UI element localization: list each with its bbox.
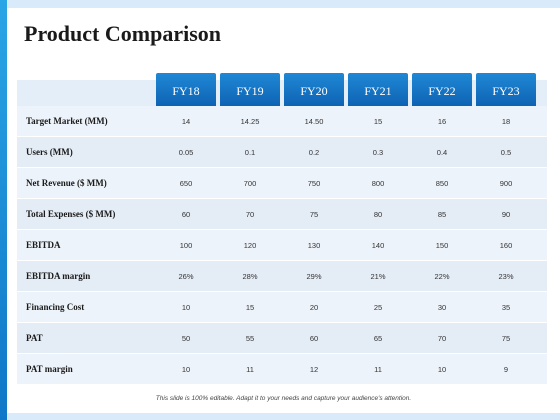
table-cell: 10	[181, 303, 191, 312]
column-header-fy22: FY22	[412, 73, 472, 106]
table-row: Users (MM) 0.05 0.1 0.2 0.3 0.4 0.5	[17, 137, 547, 168]
table-cell: 90	[501, 210, 511, 219]
table-cell: 160	[499, 241, 513, 250]
table-cell: 0.05	[178, 148, 194, 157]
table-row: PAT margin 10 11 12 11 10 9	[17, 354, 547, 385]
table-row: EBITDA margin 26% 28% 29% 21% 22% 23%	[17, 261, 547, 292]
table-cell: 900	[499, 179, 513, 188]
table-cell: 14.25	[240, 117, 260, 126]
table-cell: 120	[243, 241, 257, 250]
comparison-table: Target Market (MM) 14 14.25 14.50 15 16 18 User…	[17, 106, 547, 385]
table-cell: 16	[437, 117, 447, 126]
table-cell: 85	[437, 210, 447, 219]
table-cell: 18	[501, 117, 511, 126]
table-cell: 15	[245, 303, 255, 312]
row-label: EBITDA margin	[26, 271, 91, 281]
table-cell: 29%	[306, 272, 322, 281]
table-row: Net Revenue ($ MM) 650 700 750 800 850 900	[17, 168, 547, 199]
footer-note: This slide is 100% editable. Adapt it to…	[155, 395, 412, 402]
column-header-fy19: FY19	[220, 73, 280, 106]
row-label: Total Expenses ($ MM)	[26, 209, 116, 219]
row-label: Users (MM)	[26, 147, 73, 157]
table-cell: 650	[179, 179, 193, 188]
table-cell: 11	[246, 365, 254, 374]
table-cell: 800	[371, 179, 385, 188]
table-row: Total Expenses ($ MM) 60 70 75 80 85 90	[17, 199, 547, 230]
table-cell: 55	[245, 334, 255, 343]
table-cell: 140	[371, 241, 385, 250]
table-cell: 150	[435, 241, 449, 250]
table-cell: 30	[437, 303, 447, 312]
table-cell: 26%	[178, 272, 194, 281]
row-label: EBITDA	[26, 240, 61, 250]
table-cell: 130	[307, 241, 321, 250]
table-cell: 10	[181, 365, 191, 374]
table-cell: 65	[373, 334, 383, 343]
row-label: Net Revenue ($ MM)	[26, 178, 107, 188]
table-cell: 12	[309, 365, 319, 374]
table-cell: 700	[243, 179, 257, 188]
table-cell: 9	[503, 365, 509, 374]
table-cell: 20	[309, 303, 319, 312]
table-cell: 14	[181, 117, 191, 126]
row-label: PAT margin	[26, 364, 73, 374]
table-cell: 28%	[242, 272, 258, 281]
table-cell: 0.2	[308, 148, 320, 157]
column-header-fy18: FY18	[156, 73, 216, 106]
table-cell: 850	[435, 179, 449, 188]
row-label: PAT	[26, 333, 43, 343]
table-cell: 60	[181, 210, 191, 219]
table-row: EBITDA 100 120 130 140 150 160	[17, 230, 547, 261]
table-cell: 750	[307, 179, 321, 188]
table-cell: 0.1	[244, 148, 256, 157]
table-cell: 75	[501, 334, 511, 343]
table-cell: 0.5	[500, 148, 512, 157]
page-title: Product Comparison	[24, 21, 221, 46]
table-cell: 0.3	[372, 148, 384, 157]
table-cell: 15	[373, 117, 383, 126]
table-cell: 10	[437, 365, 447, 374]
column-header-fy21: FY21	[348, 73, 408, 106]
table-cell: 35	[501, 303, 511, 312]
table-cell: 70	[437, 334, 447, 343]
column-header-fy23: FY23	[476, 73, 536, 106]
table-cell: 25	[373, 303, 383, 312]
slide: Product Comparison FY18 FY19 FY20 FY21 FY22 F…	[7, 8, 560, 413]
table-cell: 80	[373, 210, 383, 219]
table-cell: 70	[245, 210, 255, 219]
row-label: Financing Cost	[26, 302, 85, 312]
table-cell: 23%	[498, 272, 514, 281]
table-cell: 0.4	[436, 148, 448, 157]
column-header-fy20: FY20	[284, 73, 344, 106]
table-row: Financing Cost 10 15 20 25 30 35	[17, 292, 547, 323]
table-cell: 60	[309, 334, 319, 343]
row-label: Target Market (MM)	[26, 116, 108, 126]
table-cell: 11	[374, 365, 382, 374]
table-cell: 75	[309, 210, 319, 219]
left-accent-bar	[0, 0, 7, 420]
table-cell: 21%	[370, 272, 386, 281]
table-cell: 22%	[434, 272, 450, 281]
table-row: Target Market (MM) 14 14.25 14.50 15 16 18	[17, 106, 547, 137]
table-cell: 100	[179, 241, 193, 250]
table-cell: 14.50	[304, 117, 324, 126]
table-cell: 50	[181, 334, 191, 343]
table-row: PAT 50 55 60 65 70 75	[17, 323, 547, 354]
